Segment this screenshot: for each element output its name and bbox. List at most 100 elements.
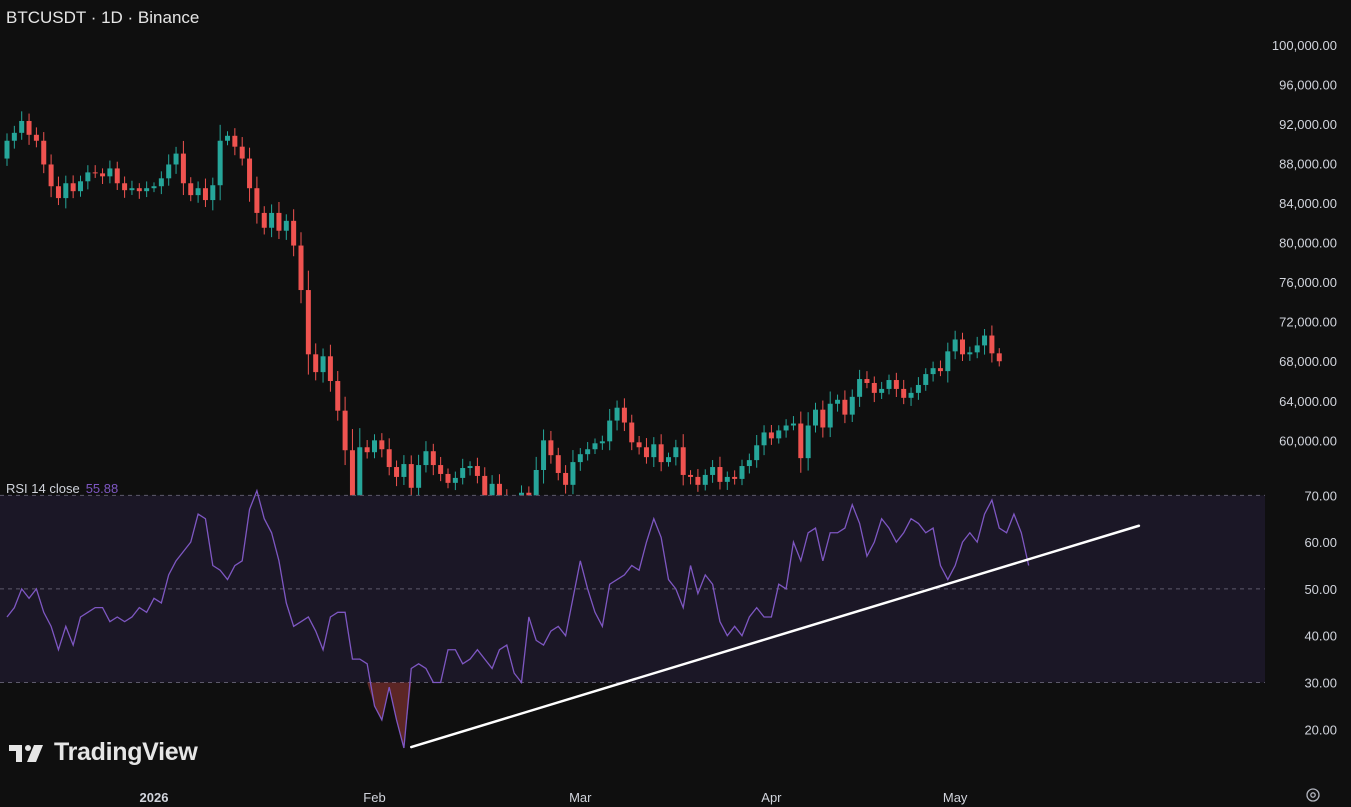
candle-body [217, 140, 223, 186]
candle-body [489, 483, 495, 500]
candle-body [746, 460, 752, 467]
candle-body [621, 407, 627, 423]
candle-body [739, 466, 745, 479]
candle-body [173, 153, 179, 165]
candle-body [430, 451, 436, 466]
candle-body [372, 440, 377, 453]
candle-body [996, 353, 1002, 362]
candle-body [136, 188, 142, 192]
candle-body [276, 212, 282, 231]
candle-body [327, 356, 333, 382]
candle-body [680, 447, 686, 475]
candle-body [761, 432, 767, 446]
price-axis-tick-label: 80,000.00 [1279, 236, 1337, 251]
candle-body [636, 442, 642, 448]
candle-body [394, 467, 400, 477]
candle-body [827, 403, 833, 428]
candle-body [33, 134, 39, 141]
price-axis-tick-label: 68,000.00 [1279, 354, 1337, 369]
candle-body [541, 440, 547, 470]
candle-body [151, 186, 157, 189]
candle-body [989, 335, 995, 354]
candle-body [555, 455, 561, 473]
candle-body [915, 384, 921, 393]
price-axis-tick-label: 72,000.00 [1279, 315, 1337, 330]
rsi-trendline [410, 524, 1141, 749]
chart-title: BTCUSDT · 1D · Binance [6, 8, 200, 27]
candle-body [732, 476, 738, 479]
tradingview-logo-icon [9, 744, 43, 762]
rsi-axis-tick-label: 70.00 [1304, 488, 1337, 503]
price-axis-tick-label: 64,000.00 [1279, 394, 1337, 409]
candle-body [790, 423, 796, 426]
candle-body [210, 185, 216, 201]
candle-body [313, 354, 319, 373]
candle-body [188, 183, 194, 196]
candle-body [982, 335, 988, 346]
candle-body [48, 164, 54, 187]
candle-body [820, 409, 826, 428]
candle-body [386, 449, 392, 468]
rsi-axis-tick-label: 20.00 [1304, 722, 1337, 737]
candle-body [100, 173, 106, 177]
candle-body [570, 462, 576, 485]
candle-body [710, 467, 716, 475]
candle-body [460, 468, 466, 478]
candle-body [107, 168, 113, 177]
candle-body [78, 181, 83, 192]
rsi-legend-value: 55.88 [85, 481, 119, 496]
candle-body [577, 454, 583, 463]
candle-body [63, 183, 69, 199]
candle-body [158, 178, 164, 187]
gear-icon[interactable] [1305, 787, 1321, 803]
candle-body [658, 444, 664, 463]
time-axis-tick-label: Apr [761, 790, 782, 805]
candle-body [614, 407, 620, 421]
candle-body [548, 440, 554, 456]
candle-body [842, 399, 848, 415]
rsi-axis-tick-label: 50.00 [1304, 582, 1337, 597]
candle-body [19, 120, 25, 133]
candle-body [202, 188, 208, 201]
candle-body [225, 135, 230, 141]
price-axis-tick-label: 96,000.00 [1279, 77, 1337, 92]
rsi-axis-tick-label: 30.00 [1304, 675, 1337, 690]
tradingview-logo-text: TradingView [54, 738, 198, 766]
candle-body [129, 188, 135, 191]
candle-body [423, 451, 429, 466]
candle-body [813, 409, 818, 426]
candle-body [599, 441, 605, 444]
candle-body [232, 135, 238, 147]
candle-body [357, 447, 363, 515]
candle-body [607, 420, 613, 442]
candle-body [335, 381, 341, 411]
tradingview-logo[interactable]: TradingView [8, 738, 198, 767]
candle-body [408, 464, 414, 488]
rsi-axis-tick-label: 60.00 [1304, 535, 1337, 550]
rsi-axis-tick-label: 40.00 [1304, 629, 1337, 644]
candle-body [247, 158, 253, 189]
candle-body [92, 172, 98, 174]
time-axis-tick-label: May [943, 790, 968, 805]
candle-body [482, 475, 488, 500]
candle-body [592, 443, 598, 450]
candle-body [908, 392, 914, 398]
time-axis-tick-label: 2026 [140, 790, 169, 805]
candle-body [401, 464, 407, 477]
candle-body [585, 449, 591, 455]
candle-body [452, 477, 458, 483]
candle-body [26, 120, 32, 135]
candle-body [923, 374, 929, 385]
candle-body [496, 483, 502, 496]
candle-body [85, 172, 91, 182]
candle-body [798, 423, 804, 459]
candle-body [239, 146, 245, 159]
candle-body [930, 368, 936, 375]
candle-body [901, 388, 907, 398]
candle-body [467, 466, 473, 469]
candle-body [563, 472, 569, 485]
candle-body [871, 382, 877, 393]
candle-body [55, 186, 61, 199]
candle-body [70, 183, 76, 192]
